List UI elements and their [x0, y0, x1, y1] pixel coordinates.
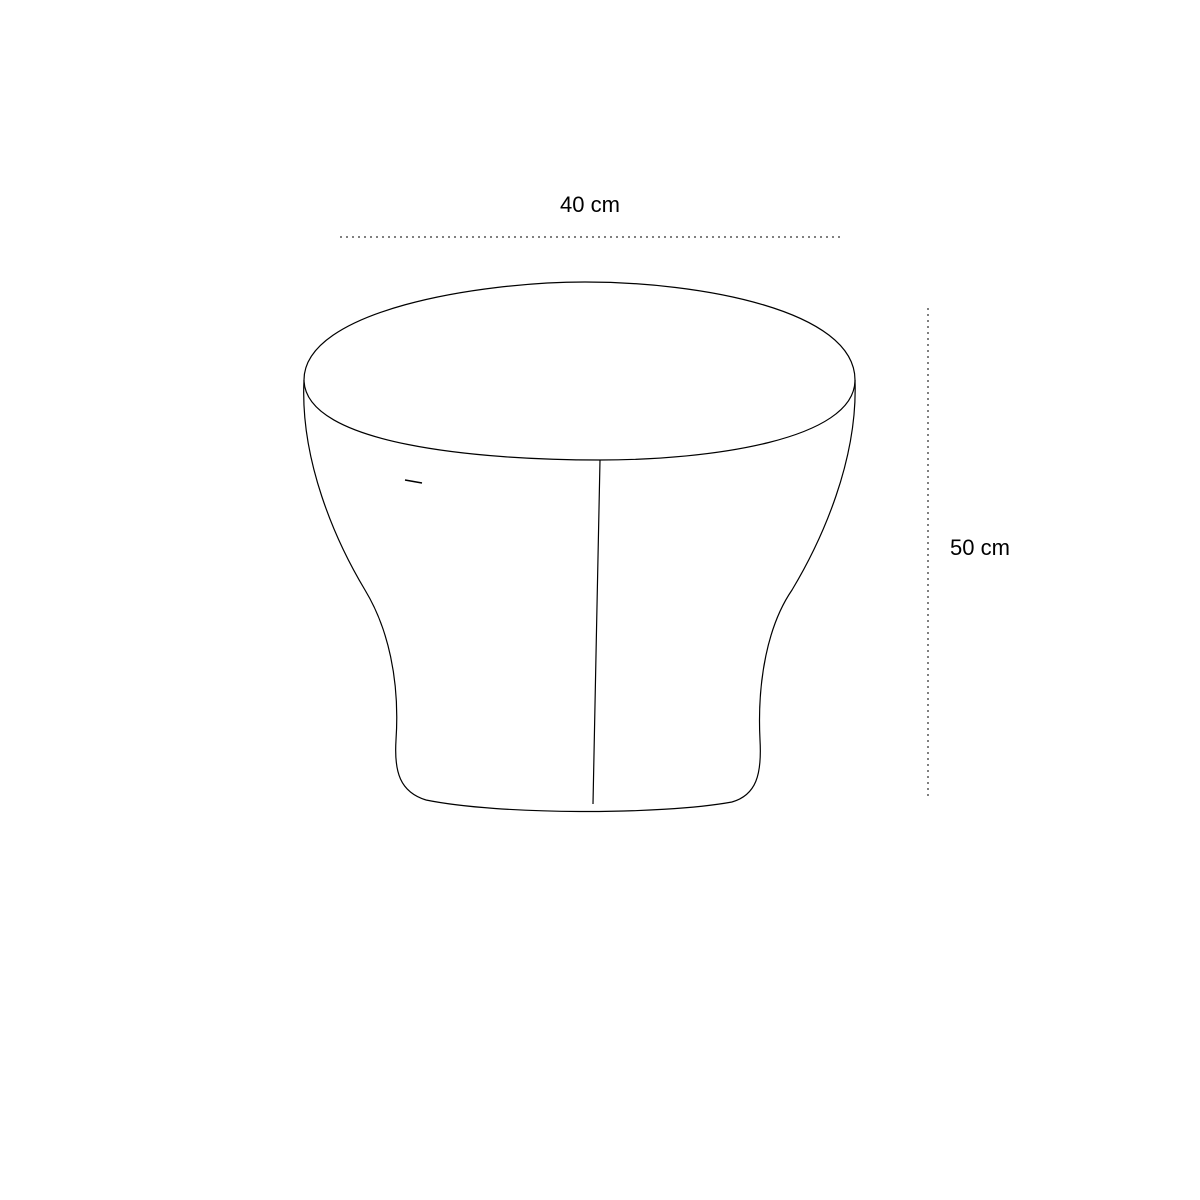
- object-bottom-curve: [426, 800, 732, 812]
- technical-drawing: 40 cm 50 cm: [0, 0, 1200, 1200]
- drawing-svg: [0, 0, 1200, 1200]
- width-label: 40 cm: [560, 192, 620, 218]
- height-label: 50 cm: [950, 535, 1010, 561]
- object-top-ellipse: [304, 282, 855, 460]
- object-right-side: [732, 380, 855, 802]
- object-center-seam: [593, 460, 600, 804]
- object-small-tick: [405, 480, 422, 483]
- object-left-side: [304, 380, 426, 800]
